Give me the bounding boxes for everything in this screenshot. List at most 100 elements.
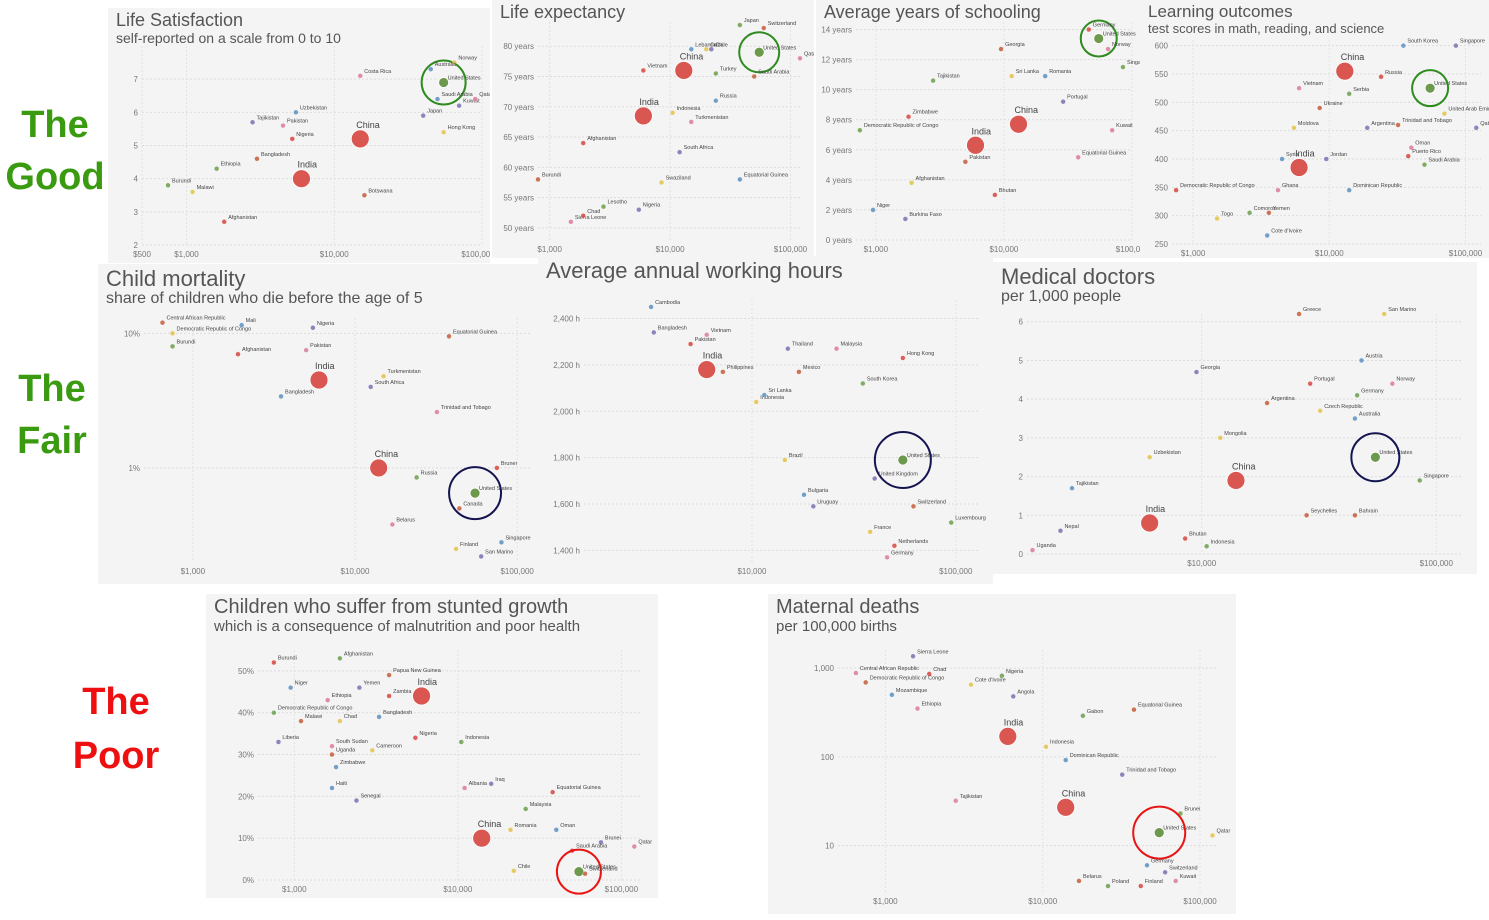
maternal-point-label: Switzerland xyxy=(1169,865,1197,871)
stunted-data-point xyxy=(631,843,637,850)
maternal-data-point xyxy=(910,653,916,659)
childmort-data-point xyxy=(170,330,176,336)
maternal-data-point xyxy=(1119,772,1125,778)
learning-data-point xyxy=(1173,187,1179,193)
childmort-data-point xyxy=(478,553,484,559)
stunted-point-label: South Sudan xyxy=(336,739,368,745)
stunted-point-label: Zimbabwe xyxy=(340,760,365,766)
hours-point-label: United States xyxy=(907,453,940,459)
maternal-point-label: Brunei xyxy=(1184,806,1200,812)
maternal-point-label: Tajikistan xyxy=(960,794,983,800)
lifeexp-point-label: India xyxy=(639,97,659,107)
maternal-point-label: Democratic Republic of Congo xyxy=(870,675,945,681)
school-data-point xyxy=(902,216,908,222)
lifeexp-ytick-label: 75 years xyxy=(503,73,534,82)
stunted-data-point xyxy=(458,739,464,745)
maternal-point-label: United States xyxy=(1163,826,1196,832)
doctors-point-label: Portugal xyxy=(1314,377,1335,383)
hours-point-label: South Korea xyxy=(867,376,899,382)
stunted-point-label: Malaysia xyxy=(530,802,553,808)
stunted-title: Children who suffer from stunted growth xyxy=(214,596,569,618)
maternal-data-point xyxy=(999,673,1005,679)
maternal-point-label: Sierra Leone xyxy=(917,649,949,655)
lifeexp-point-label: Chad xyxy=(587,209,600,215)
maternal-data-point xyxy=(968,682,974,688)
lifeexp-data-point xyxy=(640,67,646,73)
lifeexp-data-point xyxy=(708,46,714,52)
hours-xtick-label: $100,000 xyxy=(939,567,973,576)
maternal-point-label: Poland xyxy=(1112,879,1129,885)
childmort-point-label: Equatorial Guinea xyxy=(453,329,498,335)
maternal-point-label: Germany xyxy=(1151,858,1174,864)
stunted-point-label: Democratic Republic of Congo xyxy=(278,706,353,712)
life-ytick-label: 2 xyxy=(134,241,139,250)
maternal-data-point xyxy=(1162,869,1168,875)
school-data-point xyxy=(1093,33,1105,44)
stunted-point-label: Ethiopia xyxy=(332,693,353,699)
doctors-point-label: United States xyxy=(1379,450,1412,456)
life-data-point xyxy=(441,129,447,135)
hours-point-label: Cambodia xyxy=(655,300,681,306)
stunted-data-point xyxy=(523,806,529,812)
learning-ytick-label: 400 xyxy=(1155,155,1169,164)
maternal-data-point xyxy=(889,692,895,698)
school-point-label: Norway xyxy=(1112,42,1131,48)
learning-data-point xyxy=(1247,210,1253,216)
school-data-point xyxy=(966,135,985,155)
lifeexp-xtick-label: $100,000 xyxy=(774,245,808,254)
stunted-chart-panel: 0% 10% 20% 30% 40% 50% $1,000 $10,000 $100,000 Bu… xyxy=(206,594,658,898)
lifeexp-point-label: Chile xyxy=(715,42,728,48)
school-point-label: Equatorial Guinea xyxy=(1082,150,1127,156)
learning-point-label: Singapore xyxy=(1460,39,1485,45)
doctors-ytick-label: 2 xyxy=(1019,473,1024,482)
stunted-data-point xyxy=(412,735,418,741)
hours-point-label: Bangladesh xyxy=(658,325,687,331)
good-label-line-1: The xyxy=(21,104,89,146)
childmort-point-label: Democratic Republic of Congo xyxy=(177,326,252,332)
hours-point-label: Malaysia xyxy=(841,342,864,348)
childmort-data-point xyxy=(446,333,452,339)
maternal-chart-panel: 10 100 1,000 $1,000 $10,000 $100,000 Sierra Le… xyxy=(768,594,1236,914)
stunted-xtick-label: $100,000 xyxy=(605,885,639,894)
doctors-data-point xyxy=(1140,513,1160,533)
hours-point-label: France xyxy=(874,525,891,531)
stunted-data-point xyxy=(412,686,431,706)
childmort-data-point xyxy=(310,325,316,331)
learning-data-point xyxy=(1441,111,1447,117)
childmort-point-label: Brunei xyxy=(501,461,517,467)
childmort-data-point xyxy=(456,505,462,511)
stunted-data-point xyxy=(329,743,335,749)
stunted-ytick-label: 20% xyxy=(238,792,254,801)
lifeexp-ytick-label: 70 years xyxy=(503,103,534,112)
stunted-plot: 0% 10% 20% 30% 40% 50% $1,000 $10,000 $100,000 Bu… xyxy=(238,650,652,895)
lifeexp-data-point xyxy=(674,61,694,80)
learning-plot: 250 300 350 400 450 500 550 600 $1,000 $10,000 $10… xyxy=(1155,39,1489,258)
maternal-point-label: Kuwait xyxy=(1180,874,1197,880)
learning-data-point xyxy=(1395,122,1401,128)
maternal-data-point xyxy=(1105,883,1111,889)
stunted-data-point xyxy=(333,764,339,770)
maternal-title: Maternal deaths xyxy=(776,596,920,618)
learning-point-label: Ukraine xyxy=(1324,101,1343,107)
stunted-data-point xyxy=(488,781,494,787)
stunted-point-label: Romania xyxy=(515,823,538,829)
stunted-point-label: Yemen xyxy=(363,681,380,687)
doctors-ytick-label: 3 xyxy=(1019,434,1024,443)
life-point-label: Malawi xyxy=(197,185,214,191)
lifeexp-chart-panel: 50 years 55 years 60 years 65 years 70 years… xyxy=(492,0,814,258)
school-xtick-label: $10,000 xyxy=(989,245,1018,254)
hours-data-point xyxy=(704,332,710,338)
lifeexp-ytick-label: 65 years xyxy=(503,133,534,142)
life-data-point xyxy=(451,60,457,66)
childmort-data-point xyxy=(389,521,395,528)
life-data-point xyxy=(190,189,196,195)
learning-point-label: South Korea xyxy=(1407,39,1439,45)
life-point-label: Afghanistan xyxy=(228,215,257,221)
doctors-point-label: Australia xyxy=(1359,412,1381,418)
life-ytick-label: 4 xyxy=(134,175,139,184)
lifeexp-data-point xyxy=(633,106,653,126)
stunted-point-label: Nigeria xyxy=(419,731,437,737)
school-point-label: Germany xyxy=(1093,23,1116,29)
stunted-point-label: Oman xyxy=(560,823,575,829)
stunted-data-point xyxy=(386,693,392,699)
